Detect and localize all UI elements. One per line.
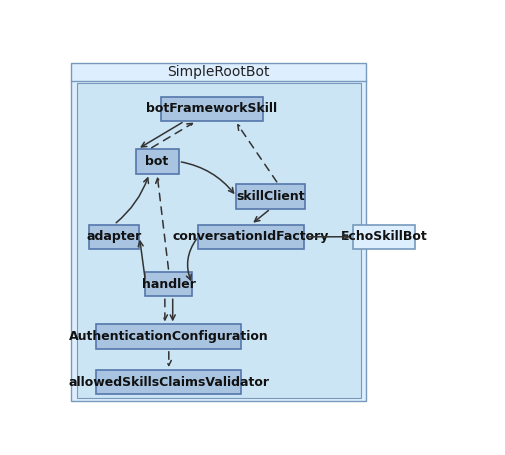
Text: SimpleRootBot: SimpleRootBot [168, 65, 270, 79]
Text: skillClient: skillClient [236, 190, 305, 203]
FancyBboxPatch shape [135, 149, 179, 174]
Text: AuthenticationConfiguration: AuthenticationConfiguration [69, 330, 269, 343]
Text: botFrameworkSkill: botFrameworkSkill [146, 102, 277, 116]
FancyBboxPatch shape [352, 224, 415, 249]
Text: bot: bot [145, 155, 169, 168]
Text: conversationIdFactory: conversationIdFactory [173, 230, 329, 243]
Text: EchoSkillBot: EchoSkillBot [341, 230, 427, 243]
Text: handler: handler [142, 278, 196, 291]
FancyBboxPatch shape [77, 83, 361, 398]
FancyBboxPatch shape [198, 224, 304, 249]
FancyBboxPatch shape [71, 63, 367, 401]
FancyBboxPatch shape [236, 184, 305, 209]
FancyBboxPatch shape [145, 272, 192, 296]
FancyBboxPatch shape [161, 96, 263, 121]
FancyBboxPatch shape [96, 370, 241, 394]
Text: adapter: adapter [86, 230, 141, 243]
FancyBboxPatch shape [88, 224, 139, 249]
FancyBboxPatch shape [96, 324, 241, 349]
Text: allowedSkillsClaimsValidator: allowedSkillsClaimsValidator [68, 376, 269, 389]
